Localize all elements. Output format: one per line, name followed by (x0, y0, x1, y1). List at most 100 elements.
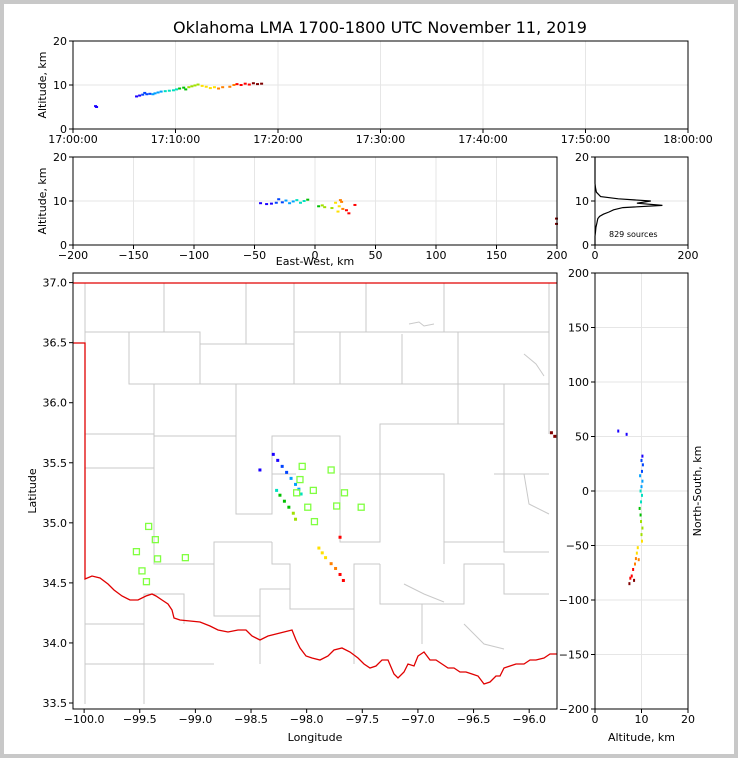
map-ytick-label: 37.0 (43, 277, 68, 290)
county-boundary (458, 423, 549, 475)
time-height-source-point (135, 95, 139, 98)
time-height-ylabel: Altitude, km (36, 51, 49, 118)
ns-height-source-point (617, 429, 620, 433)
histogram-xtick-label: 200 (678, 249, 699, 262)
time-height-source-point (204, 85, 208, 88)
ns-height-source-point (641, 526, 644, 530)
ns-height-source-point (640, 469, 643, 473)
map-source-point (341, 578, 345, 582)
county-boundary (523, 353, 545, 377)
map-source-point (291, 511, 295, 515)
ns-height-xtick-label: 10 (635, 713, 649, 726)
ew-height-source-point (269, 202, 273, 205)
ew-height-source-point (323, 206, 327, 209)
ew-height-ytick-label: 10 (53, 195, 67, 208)
time-height-source-point (221, 86, 225, 89)
ns-height-ytick-label: 150 (568, 322, 589, 335)
time-height-source-point (156, 91, 160, 94)
map-source-point (324, 556, 328, 560)
ns-height-source-point (633, 578, 636, 582)
lma-station-marker (181, 554, 190, 562)
map-source-point (278, 493, 282, 497)
time-height-source-point (228, 85, 232, 88)
ns-height-source-point (640, 539, 643, 543)
county-boundary (143, 593, 185, 624)
time-height-source-point (141, 93, 145, 96)
time-height-xtick-label: 17:50:00 (561, 133, 610, 146)
time-height-source-point (239, 84, 243, 86)
time-height-source-point (256, 83, 259, 86)
lma-station-marker (142, 578, 151, 586)
time-height-xtick-label: 17:40:00 (458, 133, 507, 146)
map-source-point (258, 468, 262, 472)
map-xtick-label: −100.0 (64, 713, 105, 726)
map-source-point (271, 452, 275, 456)
time-height-source-point (171, 89, 175, 92)
map-xlabel: Longitude (288, 731, 343, 744)
time-height-source-point (175, 88, 179, 91)
ew-height-source-point (280, 201, 284, 204)
ns-height-source-point (636, 546, 639, 550)
time-height-source-point (163, 90, 167, 93)
ns-height-ytick-label: −50 (566, 540, 589, 553)
map-xtick-label: −98.5 (234, 713, 268, 726)
time-height-xtick-label: 17:30:00 (356, 133, 405, 146)
map-xtick-label: −97.0 (401, 713, 435, 726)
ew-height-source-point (320, 204, 324, 207)
ew-height-ytick-label: 0 (60, 239, 67, 252)
ew-height-xtick-label: 100 (426, 249, 447, 262)
ew-height-source-point (298, 201, 302, 204)
map-xtick-label: −98.0 (290, 713, 324, 726)
state-boundary (73, 282, 557, 685)
ns-height-frame (594, 272, 689, 710)
map-source-point (285, 470, 289, 474)
ew-height-source-point (336, 210, 340, 213)
time-height-xtick-label: 18:00:00 (663, 133, 712, 146)
time-height-source-point (95, 106, 99, 108)
map-source-point (549, 431, 553, 435)
source-count-label: 829 sources (609, 230, 658, 239)
time-height-source-point (190, 85, 194, 88)
lma-station-marker (138, 567, 146, 575)
ns-height-xtick-label: 20 (681, 713, 695, 726)
map-source-point (287, 505, 291, 509)
map-source-point (320, 551, 324, 555)
time-height-source-point (148, 92, 152, 95)
ew-height-source-point (259, 202, 263, 205)
ns-height-source-point (625, 432, 628, 436)
lma-station-marker (296, 475, 304, 484)
time-height-source-point (232, 84, 236, 86)
lma-station-marker (304, 503, 312, 511)
ew-height-xtick-label: −200 (58, 249, 88, 262)
county-boundary (422, 563, 549, 605)
time-height-source-point (167, 89, 171, 92)
time-height-source-point (153, 92, 157, 95)
ns-height-source-point (628, 582, 631, 586)
lma-figure: 0 10 20 17:00:00 17:10:00 17:20:00 17:30:00 17:… (26, 18, 713, 744)
ew-height-source-point (306, 198, 310, 201)
ns-height-xtick-label: 0 (592, 713, 599, 726)
ns-height-source-point (629, 576, 632, 580)
time-height-source-point (217, 87, 221, 90)
ew-height-source-point (340, 200, 344, 203)
ew-height-xtick-label: −100 (179, 249, 209, 262)
ew-height-source-point (338, 199, 342, 202)
map-layer (73, 282, 557, 704)
time-height-source-point (212, 86, 216, 89)
time-height-source-point (184, 88, 188, 91)
county-boundary (463, 623, 505, 650)
time-height-source-point (187, 86, 191, 89)
map-frame (72, 272, 558, 710)
map-ytick-label: 35.5 (43, 457, 68, 470)
ns-height-source-point (634, 557, 637, 561)
map-source-point (294, 482, 298, 486)
map-xtick-label: −97.5 (345, 713, 379, 726)
lma-station-marker (357, 503, 365, 511)
ew-height-source-point (317, 205, 321, 208)
ns-height-ytick-label: −100 (559, 594, 589, 607)
figure-frame: 0 10 20 17:00:00 17:10:00 17:20:00 17:30:00 17:… (4, 4, 734, 754)
lma-station-marker (310, 517, 319, 526)
ew-height-source-point (347, 212, 351, 215)
map-source-point (338, 572, 342, 576)
histogram-ytick-label: 20 (575, 151, 589, 164)
